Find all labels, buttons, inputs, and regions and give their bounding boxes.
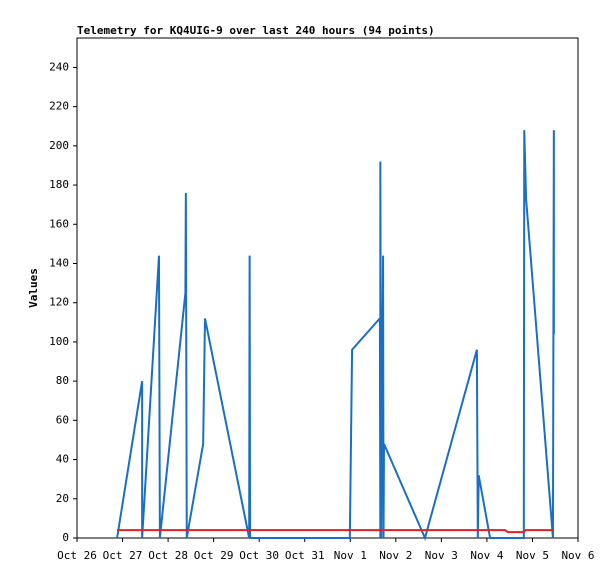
chart-title: Telemetry for KQ4UIG-9 over last 240 hou…: [77, 24, 435, 37]
x-tick-label: Nov 5: [516, 549, 549, 562]
y-tick-label: 40: [56, 453, 69, 466]
y-tick-label: 140: [49, 256, 69, 269]
y-axis-label: Values: [27, 268, 40, 308]
plot-frame: [76, 37, 579, 539]
x-tick-label: Nov 2: [379, 549, 412, 562]
series-line: [117, 529, 554, 534]
y-tick-label: 220: [49, 100, 69, 113]
x-tick-label: Oct 28: [148, 549, 188, 562]
x-tick-label: Nov 4: [470, 549, 503, 562]
series-line: [116, 130, 555, 541]
x-tick-label: Nov 1: [334, 549, 367, 562]
y-tick-label: 200: [49, 139, 69, 152]
y-tick-label: 160: [49, 217, 69, 230]
y-tick-label: 240: [49, 60, 69, 73]
y-tick-label: 0: [62, 531, 69, 544]
x-tick-label: Oct 27: [103, 549, 143, 562]
y-tick-label: 180: [49, 178, 69, 191]
x-tick-label: Oct 31: [285, 549, 325, 562]
x-tick-label: Nov 3: [425, 549, 458, 562]
x-tick-label: Oct 26: [57, 549, 97, 562]
x-tick-label: Oct 30: [239, 549, 279, 562]
y-tick-label: 80: [56, 374, 69, 387]
y-tick-label: 20: [56, 492, 69, 505]
x-tick-label: Nov 6: [561, 549, 594, 562]
y-tick-label: 100: [49, 335, 69, 348]
y-tick-label: 120: [49, 296, 69, 309]
y-tick-label: 60: [56, 413, 69, 426]
x-tick-label: Oct 29: [194, 549, 234, 562]
